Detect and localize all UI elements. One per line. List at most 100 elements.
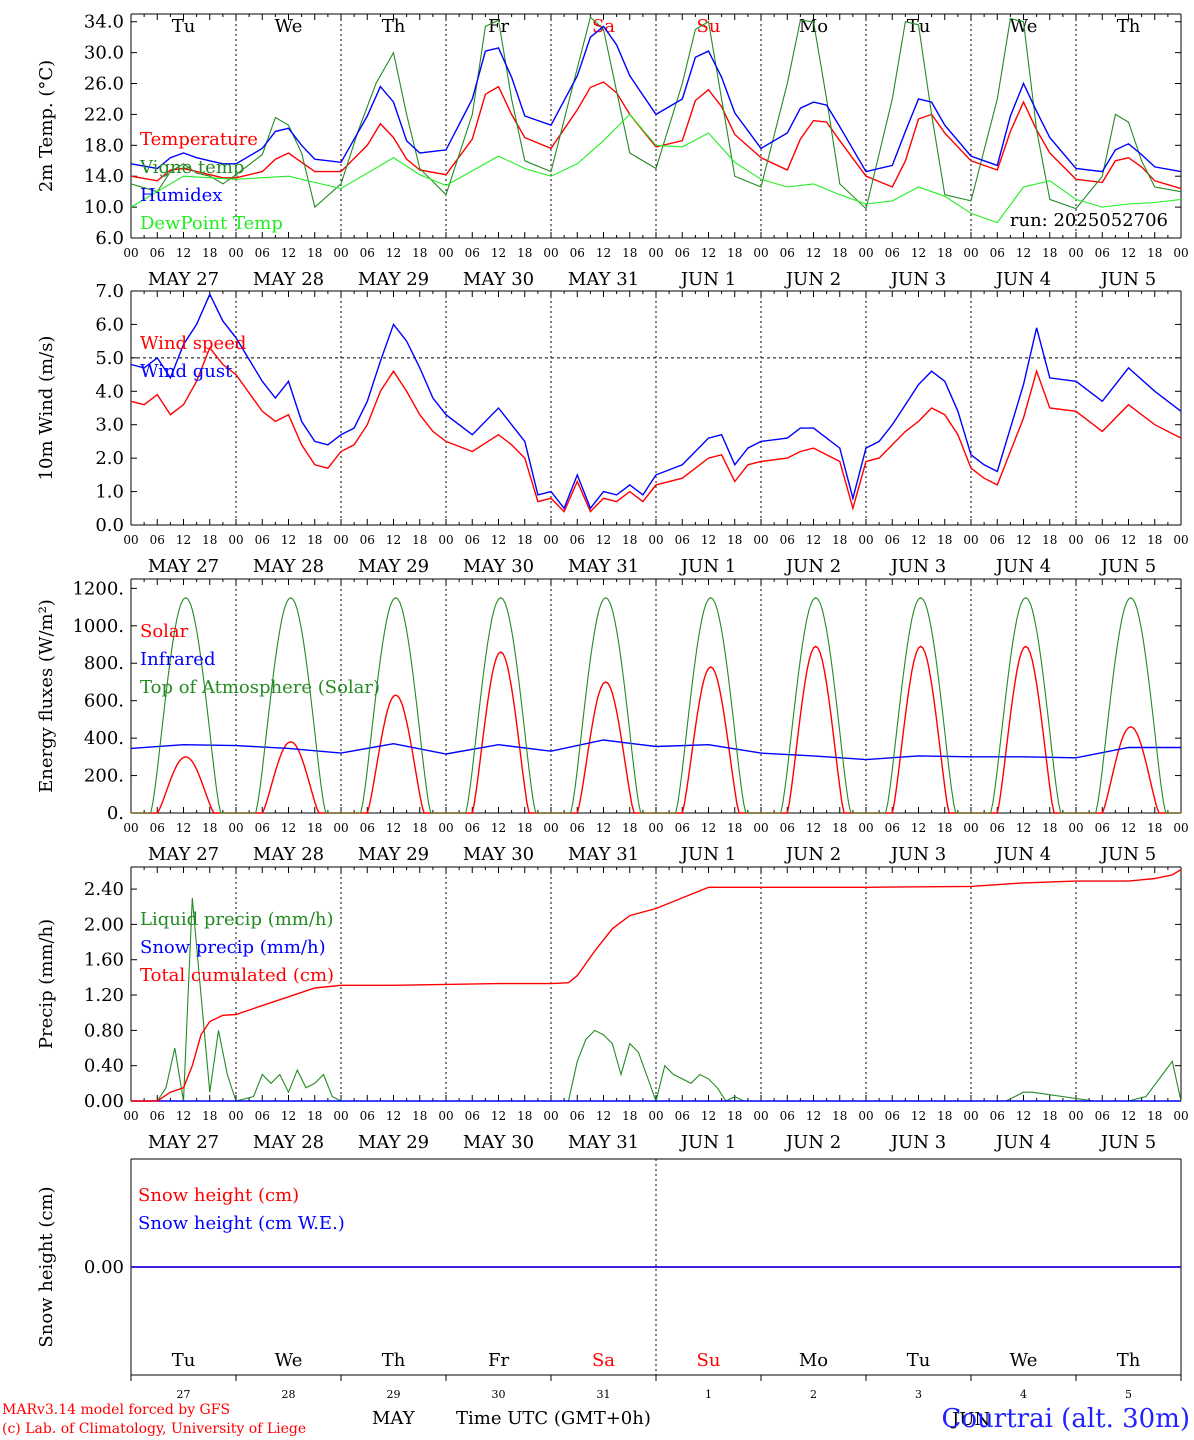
hour-label: 00 <box>228 1109 243 1123</box>
y-tick-label: 1.20 <box>84 985 124 1006</box>
hour-label: 06 <box>675 821 690 835</box>
y-tick-label: 2.0 <box>95 448 124 469</box>
hour-label: 00 <box>333 1109 348 1123</box>
y-tick-label: 2.00 <box>84 914 124 935</box>
date-label: MAY 27 <box>148 1132 219 1153</box>
hour-label: 12 <box>911 533 926 547</box>
hour-label: 18 <box>1147 533 1162 547</box>
hour-label: 12 <box>176 1109 191 1123</box>
hour-label: 12 <box>1016 246 1031 260</box>
hour-label: 18 <box>937 533 952 547</box>
hour-label: 00 <box>123 246 138 260</box>
hour-label: 00 <box>1173 821 1188 835</box>
hour-label: 00 <box>648 246 663 260</box>
series-infrared <box>130 739 1181 761</box>
hour-label: 18 <box>1042 246 1057 260</box>
hour-label: 00 <box>963 821 978 835</box>
hour-label: 00 <box>543 821 558 835</box>
hour-label: 18 <box>517 246 532 260</box>
y-tick-label: 2.40 <box>84 879 124 900</box>
hour-label: 06 <box>1095 1109 1110 1123</box>
hour-label: 12 <box>596 821 611 835</box>
y-tick-label: 1000. <box>72 616 124 637</box>
hour-label: 12 <box>806 821 821 835</box>
date-label: JUN 2 <box>784 1132 841 1153</box>
hour-label: 12 <box>596 533 611 547</box>
series-total-cumulated-cm- <box>131 869 1182 1102</box>
hour-label: 00 <box>858 533 873 547</box>
hour-label: 00 <box>543 533 558 547</box>
date-label: MAY 30 <box>463 844 534 865</box>
y-axis-title: 2m Temp. (°C) <box>36 60 57 192</box>
day-label: We <box>275 1350 303 1371</box>
hour-label: 00 <box>963 533 978 547</box>
hour-label: 00 <box>1173 246 1188 260</box>
hour-label: 12 <box>911 1109 926 1123</box>
month-label-jun: JUN <box>950 1409 990 1430</box>
hour-label: 18 <box>1042 533 1057 547</box>
date-label: JUN 5 <box>1099 269 1156 290</box>
date-label: MAY 27 <box>148 844 219 865</box>
hour-label: 12 <box>911 246 926 260</box>
hour-label: 18 <box>1042 821 1057 835</box>
panel-3: 0. 200. 400. 600. 800. 1000. 1200. Energy fluxe… <box>36 578 1189 865</box>
hour-label: 06 <box>360 246 375 260</box>
date-label: JUN 2 <box>784 844 841 865</box>
hour-label: 12 <box>176 821 191 835</box>
date-label: JUN 1 <box>679 269 736 290</box>
hour-label: 00 <box>438 246 453 260</box>
hour-label: 18 <box>1042 1109 1057 1123</box>
hour-label: 18 <box>727 821 742 835</box>
hour-label: 00 <box>438 821 453 835</box>
legend-entry: Snow height (cm) <box>138 1185 299 1206</box>
hour-label: 12 <box>281 533 296 547</box>
hour-label: 00 <box>1068 246 1083 260</box>
legend-entry: Humidex <box>140 185 222 206</box>
hour-label: 06 <box>1095 246 1110 260</box>
hour-label: 00 <box>543 246 558 260</box>
hour-label: 06 <box>465 821 480 835</box>
hour-label: 12 <box>701 821 716 835</box>
hour-label: 18 <box>622 533 637 547</box>
date-label: MAY 28 <box>253 844 324 865</box>
hour-label: 06 <box>150 533 165 547</box>
date-label: JUN 5 <box>1099 844 1156 865</box>
hour-label: 06 <box>990 246 1005 260</box>
y-tick-label: 800. <box>84 653 124 674</box>
y-tick-label: 1.0 <box>95 482 124 503</box>
hour-label: 12 <box>386 533 401 547</box>
hour-label: 12 <box>281 821 296 835</box>
date-number: 5 <box>1125 1388 1132 1401</box>
series-wind-speed <box>130 346 1182 513</box>
day-label: Su <box>697 1350 721 1371</box>
y-tick-label: 1.60 <box>84 950 124 971</box>
date-number: 27 <box>177 1388 191 1401</box>
y-axis-title: Energy fluxes (W/m²) <box>36 599 57 793</box>
hour-label: 00 <box>753 246 768 260</box>
hour-label: 12 <box>806 246 821 260</box>
date-number: 4 <box>1020 1388 1027 1401</box>
y-tick-label: 0.00 <box>84 1257 124 1278</box>
hour-label: 12 <box>386 246 401 260</box>
hour-label: 12 <box>491 246 506 260</box>
hour-label: 06 <box>150 1109 165 1123</box>
hour-label: 06 <box>570 1109 585 1123</box>
hour-label: 06 <box>990 533 1005 547</box>
date-label: MAY 29 <box>358 269 429 290</box>
date-label: MAY 28 <box>253 269 324 290</box>
legend-entry: Snow height (cm W.E.) <box>138 1213 345 1234</box>
hour-label: 00 <box>228 533 243 547</box>
date-label: MAY 28 <box>253 556 324 577</box>
hour-label: 18 <box>727 533 742 547</box>
date-label: JUN 4 <box>994 1132 1051 1153</box>
hour-label: 06 <box>360 1109 375 1123</box>
day-label: We <box>1010 1350 1038 1371</box>
y-tick-label: 10.0 <box>84 197 124 218</box>
hour-label: 18 <box>937 1109 952 1123</box>
y-tick-label: 34.0 <box>84 12 124 33</box>
series-wind-gust <box>130 292 1182 510</box>
y-tick-label: 6.0 <box>95 314 124 335</box>
legend-entry: Snow precip (mm/h) <box>140 937 326 958</box>
date-label: MAY 31 <box>568 269 639 290</box>
panel-1: 6.0 10.0 14.0 18.0 22.0 26.0 30.0 34.0 2m Temp. … <box>36 12 1189 290</box>
